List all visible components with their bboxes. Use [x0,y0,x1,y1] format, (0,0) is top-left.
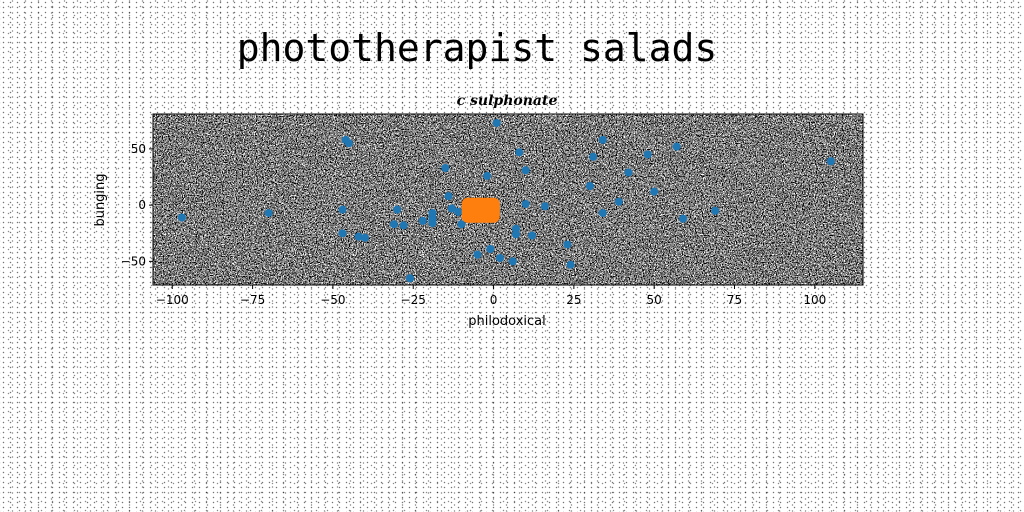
x-tick-label: −50 [320,293,345,307]
data-point [512,230,521,239]
data-point [528,231,537,240]
data-point [643,150,652,159]
x-tick-label: −25 [401,293,426,307]
data-point [454,207,463,216]
data-point [495,254,504,262]
data-point [447,204,456,213]
y-tick-label: 50 [131,142,146,156]
data-point [585,182,594,190]
y-axis-label: bunging [93,173,108,226]
data-point [361,233,370,242]
data-point [563,240,572,249]
data-point [624,168,633,177]
data-point [264,209,273,217]
data-point [512,224,521,233]
data-point [338,205,347,214]
data-point [515,148,524,157]
x-axis-label: philodoxical [468,314,546,329]
plot-noise-dark [153,114,863,285]
chart-title: phototherapist salads [237,26,717,70]
y-tick-label: −50 [121,254,146,268]
x-tick-label: 0 [490,293,498,307]
x-tick-label: 100 [803,293,826,307]
data-point [473,250,482,259]
y-axis-ticks: −50 0 50 [121,142,153,268]
data-point [672,142,681,151]
data-point [389,220,398,229]
data-point [650,187,659,196]
x-tick-label: −100 [156,293,189,307]
data-point [399,221,408,230]
x-tick-label: 50 [647,293,662,307]
data-point [483,171,492,180]
data-point [444,192,453,201]
data-point [589,152,598,161]
x-tick-label: 25 [566,293,581,307]
data-point [354,232,363,241]
data-point [521,166,530,175]
x-tick-label: −75 [240,293,265,307]
plot-frame [152,113,864,286]
data-point [598,135,607,144]
data-point [406,274,415,283]
chart-subtitle: c sulphonate [457,93,558,109]
data-point [826,157,835,166]
data-points [177,119,835,283]
data-point [486,245,495,253]
data-point [393,205,402,214]
data-point [492,119,501,127]
data-point [566,260,575,269]
data-point [177,213,186,222]
data-point [711,206,720,215]
y-tick-label: 0 [138,198,146,212]
data-point [418,216,427,225]
data-point [428,219,437,228]
data-point [521,200,530,208]
data-point [441,164,450,172]
highlight-cluster [461,197,500,223]
data-point [540,202,549,211]
x-axis-ticks: −100 −75 −50 −25 0 25 50 75 100 [156,285,826,307]
data-point [598,209,607,217]
data-point [508,257,517,266]
data-point [679,214,688,223]
data-point [338,229,347,238]
data-point [344,139,353,148]
data-point [614,197,623,206]
x-tick-label: 75 [727,293,742,307]
data-point [428,209,437,217]
plot-area [152,113,864,286]
data-point [457,220,466,229]
